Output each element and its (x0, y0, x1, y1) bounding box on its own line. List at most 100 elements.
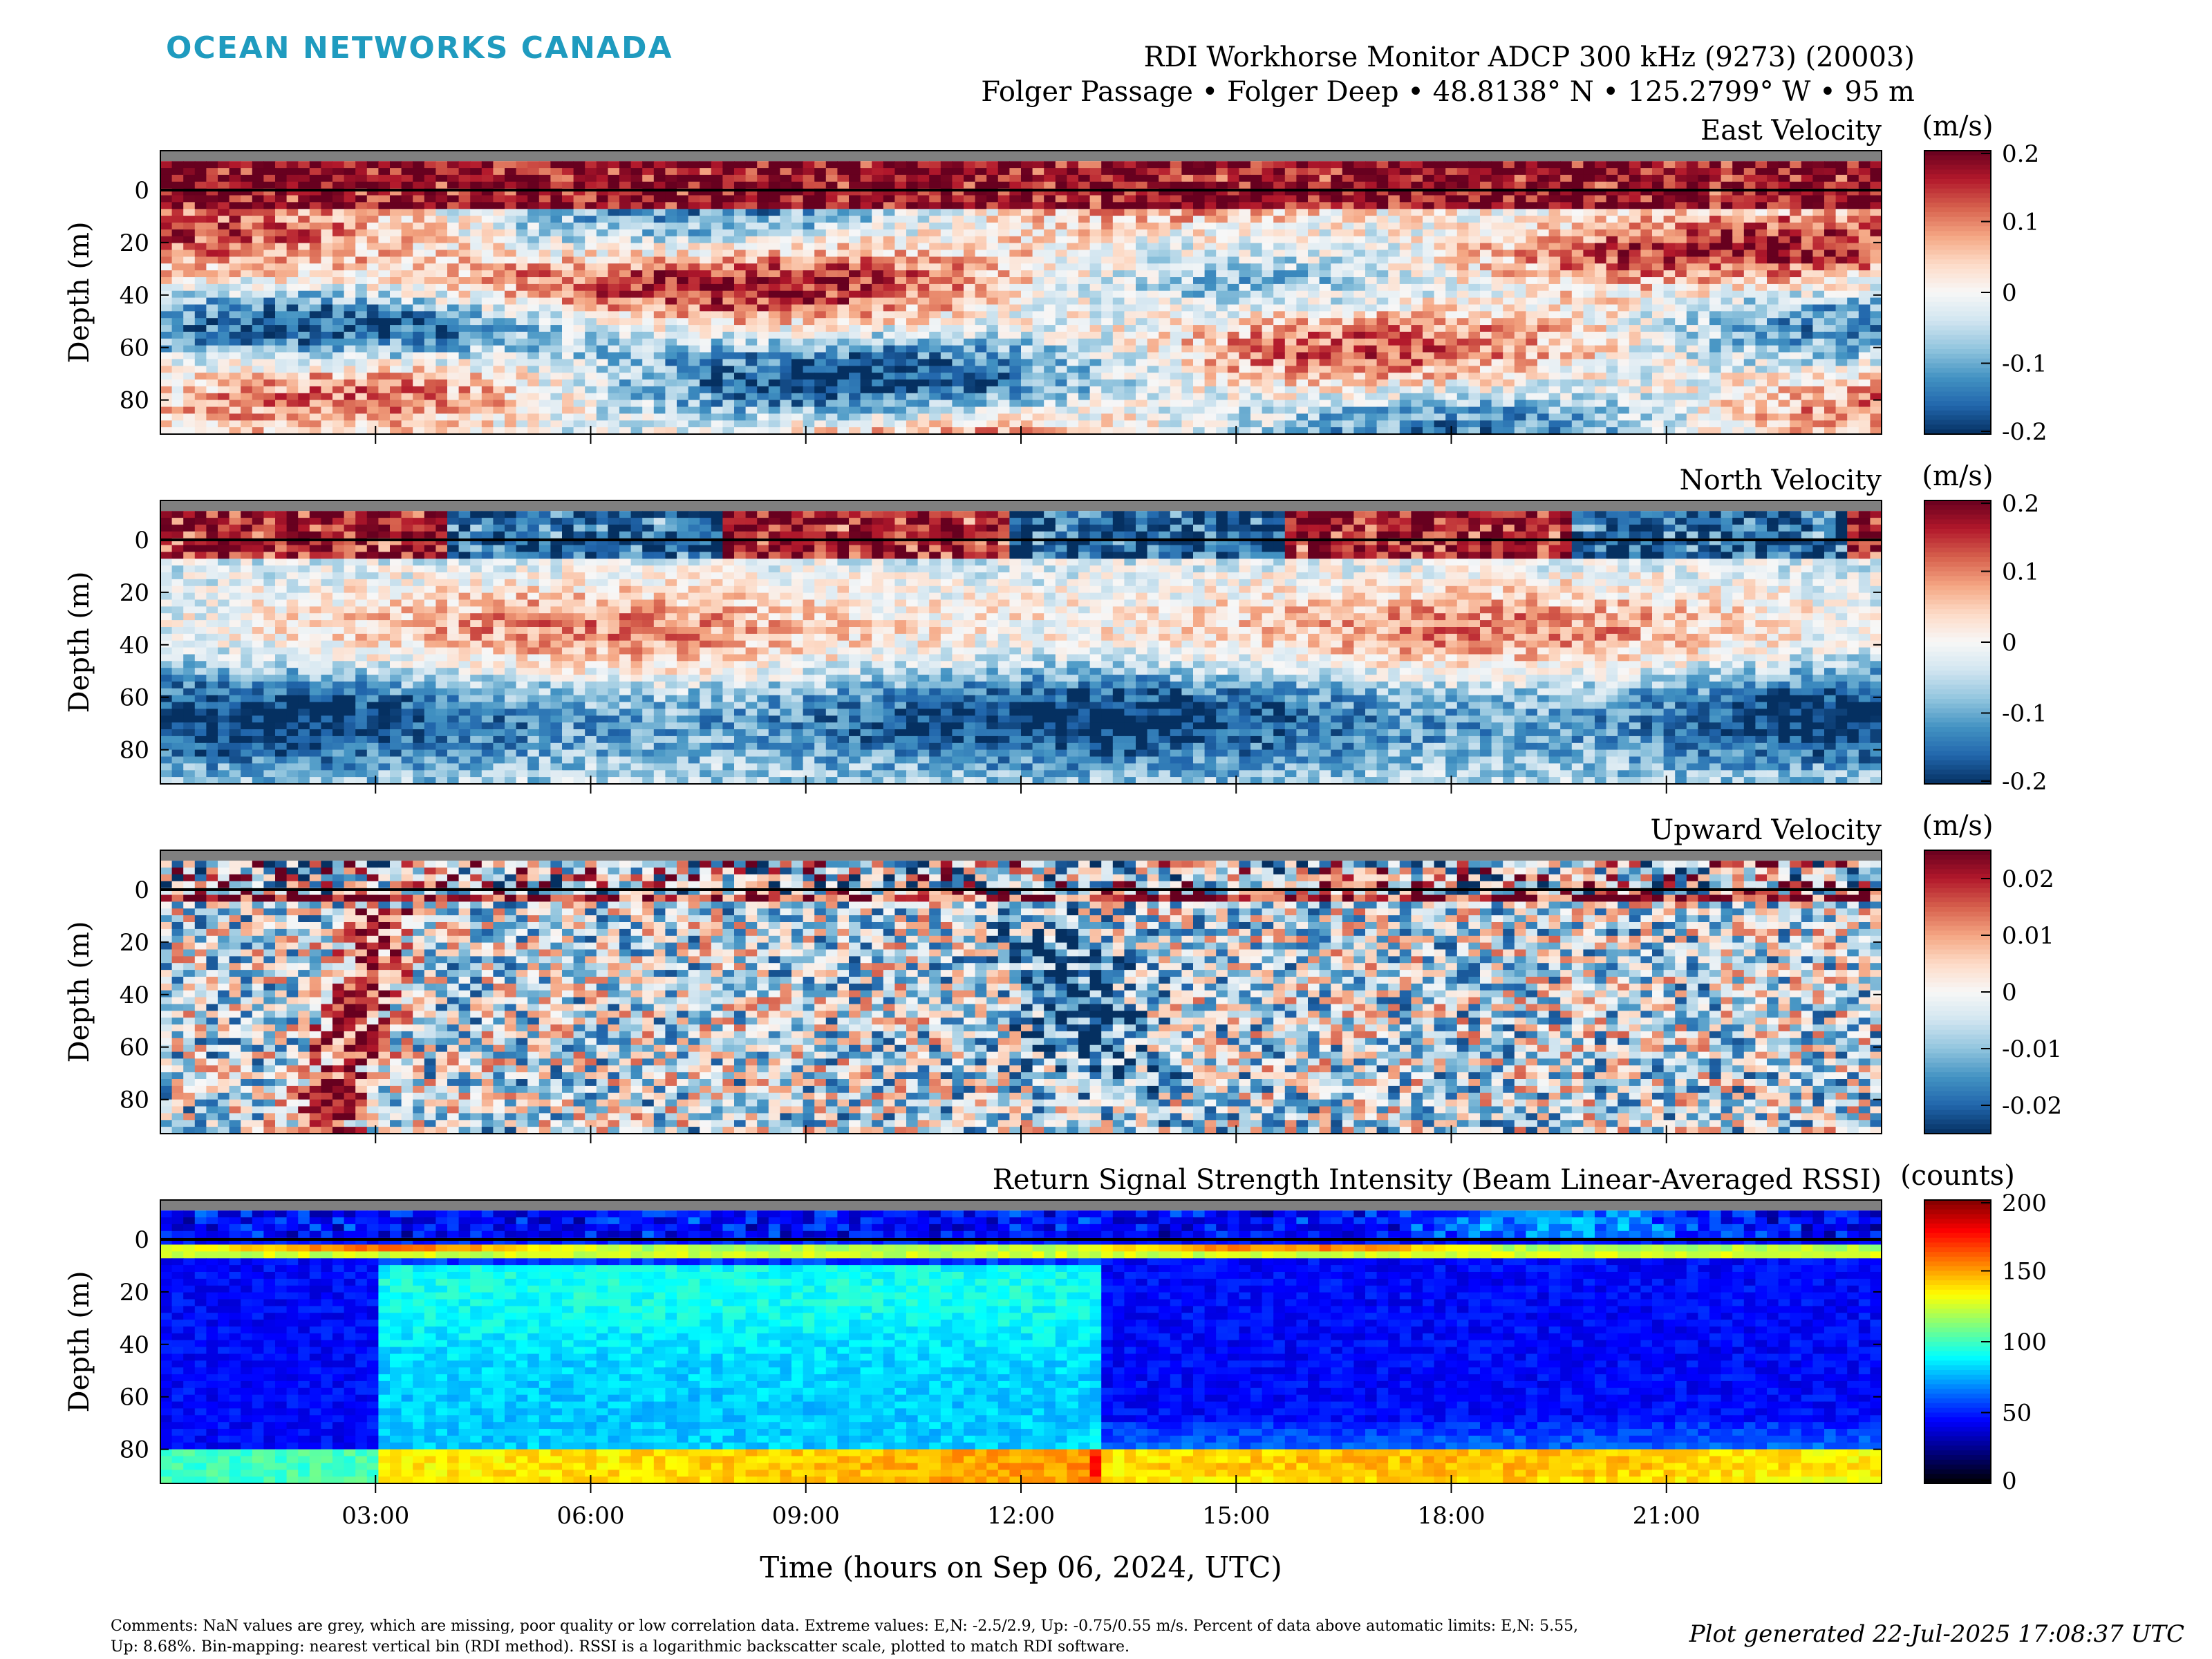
heatmap-cell (355, 277, 368, 285)
heatmap-cell (505, 366, 517, 373)
heatmap-cell (964, 209, 976, 216)
heatmap-cell (1021, 318, 1033, 326)
heatmap-cell (401, 161, 413, 169)
heatmap-cell (814, 290, 827, 299)
heatmap-cell (894, 331, 907, 339)
heatmap-cell (1675, 297, 1687, 306)
heatmap-cell (1686, 379, 1698, 387)
heatmap-cell (390, 290, 402, 299)
heatmap-cell (493, 168, 505, 176)
heatmap-cell (275, 311, 288, 319)
heatmap-cell (1468, 250, 1481, 257)
heatmap-cell (1032, 250, 1044, 257)
heatmap-cell (688, 263, 700, 271)
heatmap-cell (1503, 243, 1515, 251)
heatmap-cell (1159, 223, 1171, 230)
heatmap-cell (355, 270, 368, 278)
heatmap-cell (562, 331, 574, 339)
heatmap-cell (1560, 304, 1573, 312)
heatmap-cell (1456, 216, 1469, 223)
heatmap-cell (1686, 311, 1698, 319)
heatmap-cell (562, 297, 574, 306)
heatmap-cell (1101, 263, 1114, 271)
heatmap-cell (1009, 202, 1022, 209)
heatmap-cell (1698, 270, 1710, 278)
heatmap-cell (1778, 195, 1790, 203)
heatmap-cell (516, 311, 528, 319)
heatmap-cell (1755, 270, 1768, 278)
heatmap-cell (1331, 236, 1343, 244)
heatmap-cell (608, 379, 620, 387)
heatmap-cell (1032, 229, 1044, 237)
heatmap-cell (538, 311, 551, 319)
heatmap-cell (1595, 359, 1607, 366)
heatmap-cell (1319, 229, 1331, 237)
heatmap-cell (1032, 338, 1044, 346)
heatmap-cell (642, 195, 655, 203)
heatmap-cell (194, 202, 207, 209)
heatmap-cell (171, 290, 184, 299)
heatmap-cell (1181, 297, 1194, 306)
heatmap-cell (768, 223, 780, 230)
heatmap-cell (194, 338, 207, 346)
heatmap-cell (964, 318, 976, 326)
heatmap-cell (390, 297, 402, 306)
heatmap-cell (298, 168, 310, 176)
heatmap-cell (1480, 195, 1492, 203)
heatmap-cell (1159, 188, 1171, 196)
heatmap-cell (711, 290, 723, 299)
heatmap-cell (573, 229, 585, 237)
heatmap-cell (1147, 168, 1159, 176)
heatmap-cell (1376, 168, 1389, 176)
heatmap-cell (803, 311, 815, 319)
heatmap-cell (1480, 345, 1492, 353)
heatmap-cell (975, 256, 987, 264)
heatmap-cell (1537, 331, 1550, 339)
heatmap-cell (1262, 366, 1274, 373)
heatmap-cell (1365, 283, 1378, 292)
heatmap-cell (653, 202, 666, 209)
heatmap-cell (1423, 209, 1435, 216)
heatmap-cell (906, 243, 919, 251)
heatmap-cell (1491, 373, 1503, 380)
heatmap-cell (688, 304, 700, 312)
heatmap-cell (1675, 366, 1687, 373)
heatmap-cell (1445, 223, 1458, 230)
heatmap-cell (677, 202, 689, 209)
heatmap-cell (390, 250, 402, 257)
heatmap-cell (309, 338, 321, 346)
heatmap-cell (229, 359, 241, 366)
heatmap-cell (940, 195, 953, 203)
heatmap-cell (1331, 209, 1343, 216)
heatmap-cell (1709, 250, 1722, 257)
heatmap-cell (263, 331, 276, 339)
heatmap-cell (1136, 188, 1148, 196)
heatmap-cell (1709, 304, 1722, 312)
heatmap-cell (1514, 181, 1526, 189)
heatmap-cell (1032, 263, 1044, 271)
heatmap-cell (630, 277, 643, 285)
heatmap-cell (791, 297, 804, 306)
heatmap-cell (298, 297, 310, 306)
heatmap-cell (1824, 283, 1837, 292)
heatmap-cell (700, 250, 712, 257)
heatmap-cell (458, 168, 471, 176)
heatmap-cell (596, 168, 608, 176)
heatmap-cell (1801, 188, 1813, 196)
heatmap-cell (1273, 304, 1286, 312)
heatmap-cell (366, 277, 379, 285)
heatmap-cell (1044, 379, 1056, 387)
heatmap-cell (1870, 331, 1882, 339)
heatmap-cell (1686, 195, 1698, 203)
heatmap-cell (1136, 161, 1148, 169)
heatmap-cell (493, 161, 505, 169)
heatmap-cell (1732, 202, 1745, 209)
heatmap-cell (241, 366, 253, 373)
heatmap-cell (401, 386, 413, 394)
heatmap-cell (1227, 297, 1239, 306)
heatmap-cell (1250, 195, 1263, 203)
heatmap-cell (596, 277, 608, 285)
heatmap-cell (550, 181, 563, 189)
heatmap-cell (218, 229, 230, 237)
heatmap-cell (1583, 352, 1595, 360)
